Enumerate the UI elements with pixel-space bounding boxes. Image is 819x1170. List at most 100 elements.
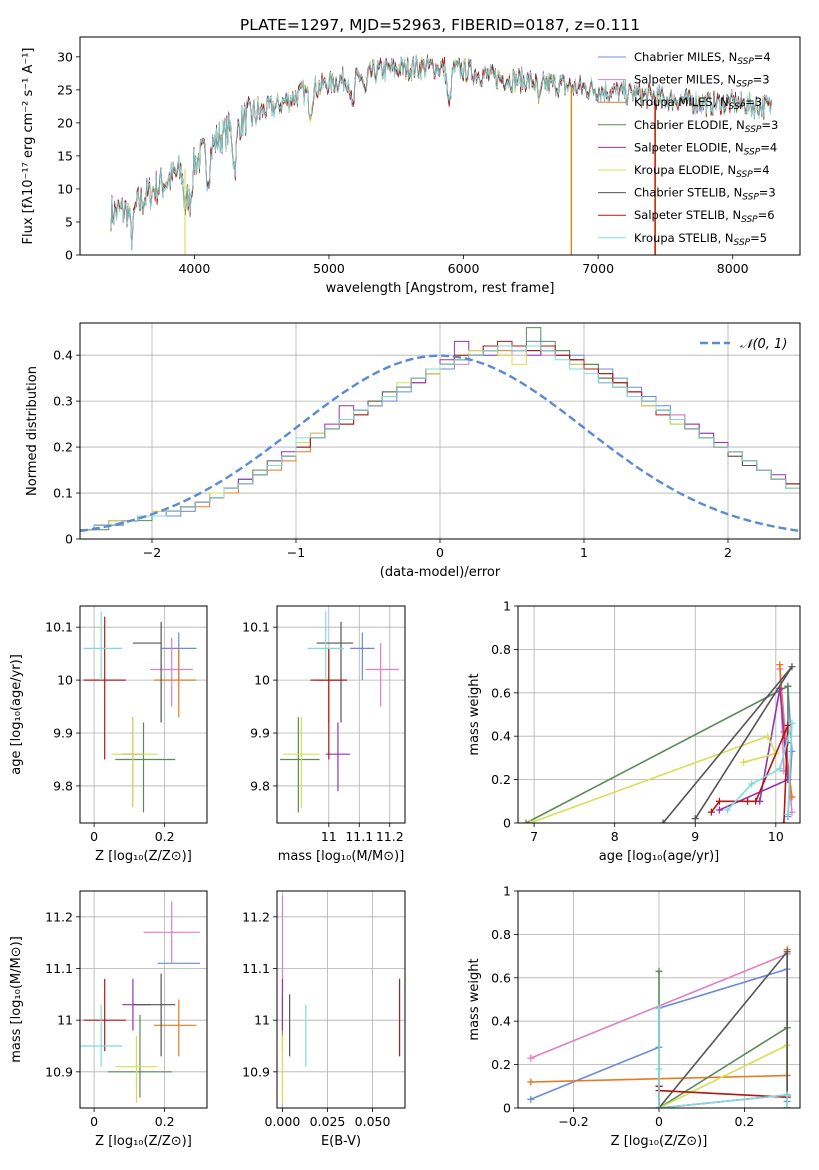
x-tick-label: 11.1 [345,829,373,844]
errorbar-salpeter-miles [365,643,399,707]
series-marker [740,758,748,766]
x-tick-label: 8000 [717,261,749,276]
series-marker [788,663,796,671]
series-marker [776,765,784,773]
errorbar-chabrier-stelib [132,973,176,1057]
axes-frame [79,890,208,1109]
plot-area-mass_vs_Z [80,901,200,1103]
axes-frame [517,605,801,824]
y-tick-label: 0.8 [491,927,511,942]
plot-area-age_vs_Z [83,611,197,813]
y-tick-label: 11 [57,1013,73,1028]
legend-label: Kroupa ELODIE, NSSP=4 [634,163,770,180]
panel-massweight_vs_Z: −0.2 0 0.2 0 0.2 0.4 0.6 0.8 1 Z [log₁₀(Z/Z⊙)] mas… [467,884,801,1149]
histogram-chabrier-miles [80,340,800,531]
x-axis-label: wavelength [Angstrom, rest frame] [326,281,555,296]
y-tick-label: 0 [503,816,511,831]
y-axis-label: Normed distribution [25,366,40,496]
series-marker [715,797,723,805]
x-tick-label: −2 [143,545,161,560]
x-tick-label: 5000 [313,261,345,276]
series-marker [788,808,796,816]
series-marker [522,819,530,823]
x-tick-label: 4000 [178,261,210,276]
series-marker [723,806,731,814]
series-marker [715,806,723,814]
x-tick-label: 0.050 [355,1114,391,1129]
errorbar-chabrier-miles [350,632,375,681]
series-line-chabrier-elodie [525,684,789,823]
legend-label: Chabrier STELIB, NSSP=3 [634,186,776,203]
y-axis-label: mass [log₁₀(M/M⊙)] [9,936,24,1063]
plot-area-mass_vs_ebv [281,896,401,1103]
y-tick-label: 0.6 [491,685,511,700]
y-tick-label: 0 [65,532,73,547]
series-marker [784,810,792,818]
series-marker [752,797,760,805]
errorbar-salpeter-miles [150,637,193,707]
legend-label: Chabrier ELODIE, NSSP=3 [634,118,778,135]
errorbar-kroupa-elodie [111,717,158,808]
series-marker [655,1065,663,1073]
axes-frame [276,890,406,1109]
y-tick-label: 25 [57,82,73,97]
y-axis-label: Flux [fλ10⁻¹⁷ erg cm⁻² s⁻¹ A⁻¹] [21,48,36,245]
y-tick-label: 0.2 [53,440,73,455]
axes-frame [79,36,801,256]
y-axis-label: mass weight [467,673,482,755]
series-marker [655,1004,663,1012]
errorbar-kroupa-elodie [283,717,320,808]
axes-frame [517,890,801,1109]
x-tick-label: 11.2 [376,829,404,844]
figure-title: PLATE=1297, MJD=52963, FIBERID=0187, z=0… [240,16,640,34]
panel-residuals: −2 −1 0 1 2 0 0.1 0.2 0.3 0.4 (data-model)/error No… [25,322,801,580]
series-marker [783,1104,791,1108]
series-marker [784,682,792,690]
errorbar-chabrier-stelib [132,621,162,723]
y-tick-label: 10 [57,181,73,196]
axes-frame [79,605,208,824]
y-tick-label: 0.2 [491,1057,511,1072]
errorbar-kroupa-stelib [307,611,345,681]
y-tick-label: 9.8 [250,778,270,793]
y-tick-label: 10.1 [45,620,73,635]
y-tick-label: 0.1 [53,486,73,501]
y-tick-label: 0.4 [53,348,73,363]
legend-label: Kroupa STELIB, NSSP=5 [634,231,767,248]
panel-age_vs_Z: 0 0.2 9.8 9.9 10 10.1 Z [log₁₀(Z/Z⊙)] age [log₁… [9,605,208,864]
y-axis-label: mass weight [467,958,482,1040]
legend-label: Salpeter MILES, NSSP=3 [634,73,770,90]
errorbar-chabrier-elodie [115,722,176,813]
x-tick-label: −0.2 [558,1114,588,1129]
histogram-kroupa-stelib [80,345,800,531]
x-tick-label: 0 [655,1114,663,1129]
y-tick-label: 20 [57,115,73,130]
y-axis-label: age [log₁₀(age/yr)] [9,654,24,775]
y-tick-label: 9.9 [53,726,73,741]
y-tick-label: 0 [65,248,73,263]
errorbar-chabrier-elodie [108,1015,172,1098]
series-marker [788,793,796,801]
y-tick-label: 11.2 [242,909,270,924]
y-tick-label: 10 [254,673,270,688]
spectrum-line-kroupa-stelib [110,55,772,252]
y-tick-label: 1 [503,884,511,899]
y-tick-label: 5 [65,214,73,229]
x-tick-label: 0.2 [735,1114,755,1129]
x-tick-label: 0.2 [155,829,175,844]
errorbar-salpeter-miles [143,901,200,964]
y-tick-label: 0.4 [491,1014,511,1029]
x-tick-label: 11 [321,829,337,844]
series-marker [783,948,791,956]
series-marker [788,719,796,727]
plot-area-age_vs_mass [280,611,399,813]
y-tick-label: 11.2 [45,909,73,924]
x-tick-label: 0 [436,545,444,560]
y-tick-label: 11.1 [45,961,73,976]
x-tick-label: 0.025 [310,1114,346,1129]
legend-label: Salpeter STELIB, NSSP=6 [634,208,775,225]
normal-curve [80,354,800,533]
plot-area-massweight_vs_age [522,661,796,823]
series-marker [655,967,663,975]
